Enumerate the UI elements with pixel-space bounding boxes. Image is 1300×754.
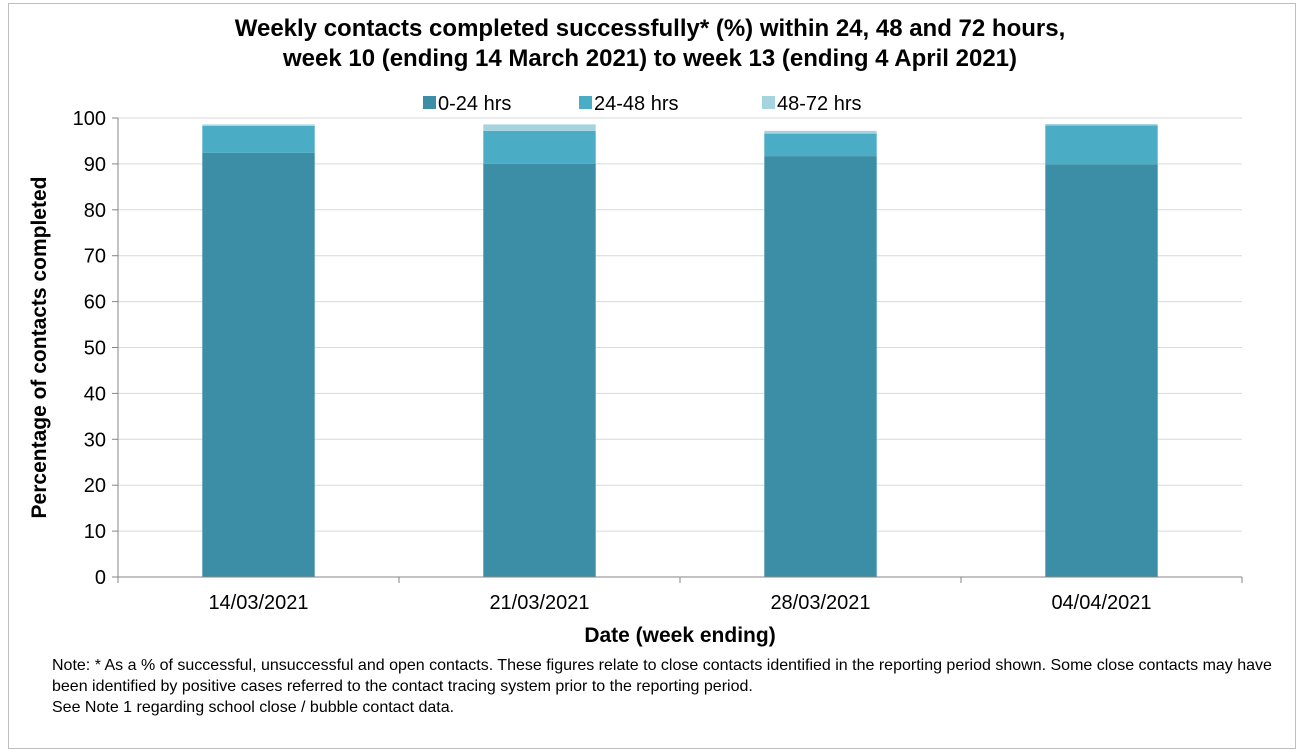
x-tick-label: 28/03/2021 [770, 592, 870, 614]
legend-label: 48-72 hrs [777, 93, 862, 115]
bar-segment [202, 124, 315, 126]
bar-segment [483, 130, 596, 164]
y-tick-label: 30 [84, 429, 106, 451]
bars [202, 123, 1158, 578]
bar-segment [202, 152, 315, 577]
legend-label: 24-48 hrs [594, 93, 679, 115]
y-tick-label: 40 [84, 383, 106, 405]
x-tick-label: 21/03/2021 [489, 592, 589, 614]
legend-swatch [423, 96, 436, 109]
note-line-1: Note: * As a % of successful, unsuccessf… [52, 657, 1272, 695]
chart-title: Weekly contacts completed successfully* … [0, 14, 1300, 74]
x-tick-label: 14/03/2021 [208, 592, 308, 614]
y-tick-label: 50 [84, 338, 106, 360]
y-tick-label: 10 [84, 521, 106, 543]
axes: 0 10 20 30 40 50 60 70 80 90 100 14/03/2021 21/03/20… [73, 108, 1243, 614]
chart-notes: Note: * As a % of successful, unsuccessf… [52, 655, 1287, 718]
chart-title-line-2: week 10 (ending 14 March 2021) to week 1… [282, 45, 1018, 72]
legend-swatch [762, 96, 775, 109]
note-line-2: See Note 1 regarding school close / bubb… [52, 699, 455, 716]
legend-swatch [579, 96, 592, 109]
chart-title-line-1: Weekly contacts completed successfully* … [234, 15, 1066, 42]
y-tick-label: 20 [84, 475, 106, 497]
bar-segment [764, 130, 877, 134]
bar-segment [483, 124, 596, 131]
y-axis-title: Percentage of contacts completed [28, 177, 51, 519]
bar-segment [483, 163, 596, 577]
bar-segment [1045, 123, 1158, 126]
bar-segment [764, 156, 877, 578]
chart-legend: 0-24 hrs 24-48 hrs 48-72 hrs [423, 93, 862, 115]
legend-label: 0-24 hrs [438, 93, 511, 115]
bar-segment [1045, 125, 1158, 165]
y-tick-label: 70 [84, 246, 106, 268]
bar-segment [1045, 164, 1158, 577]
bar-segment [202, 125, 315, 153]
x-axis-title: Date (week ending) [584, 624, 775, 647]
bar-segment [764, 133, 877, 157]
x-tick-label: 04/04/2021 [1051, 592, 1151, 614]
y-tick-label: 60 [84, 292, 106, 314]
y-tick-label: 80 [84, 200, 106, 222]
stacked-bar-chart: 0-24 hrs 24-48 hrs 48-72 hrs 0 10 20 30 40 50 60… [28, 93, 1243, 647]
y-tick-label: 90 [84, 154, 106, 176]
y-tick-label: 100 [73, 108, 106, 130]
y-tick-label: 0 [95, 567, 106, 589]
